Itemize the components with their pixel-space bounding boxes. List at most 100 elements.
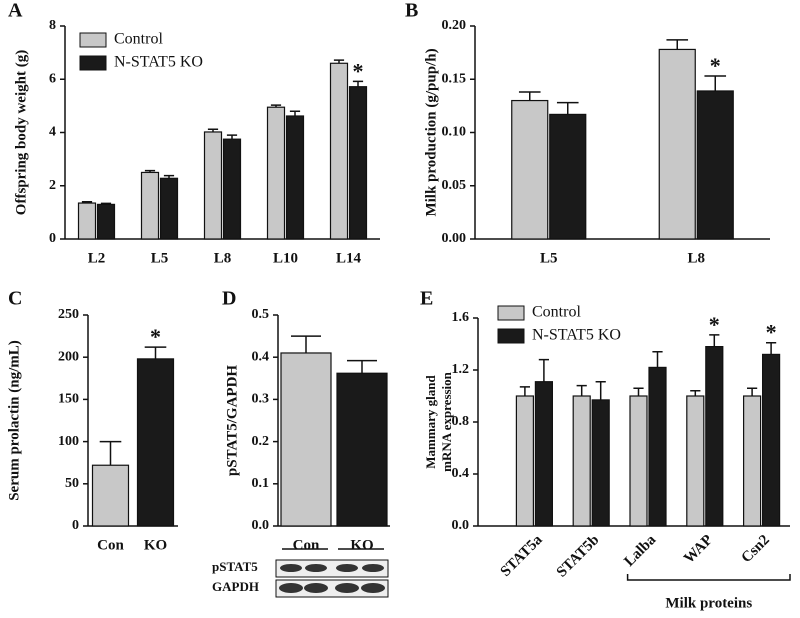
bar: [329, 62, 349, 240]
x-tick-label: L2: [88, 250, 106, 266]
y-tick-label: 0: [49, 231, 56, 246]
bar: [648, 366, 667, 527]
blot-label: GAPDH: [212, 579, 259, 594]
error-bar: [347, 359, 377, 374]
error-bar: [226, 134, 238, 140]
group-label: Milk proteins: [665, 595, 752, 611]
bar: [686, 395, 705, 527]
y-tick-label: 6: [49, 71, 56, 86]
bar: [140, 171, 160, 240]
x-tick-label: KO: [144, 537, 167, 553]
bar: [572, 395, 591, 527]
bar: [348, 86, 368, 240]
bar: [696, 90, 734, 240]
legend-swatch: [497, 305, 525, 321]
bar: [285, 115, 305, 240]
bar: [222, 138, 242, 240]
y-tick-label: 0.4: [252, 349, 270, 364]
x-tick-label: L10: [273, 250, 298, 266]
x-tick-label: L8: [687, 250, 705, 266]
y-tick-label: 2: [49, 178, 56, 193]
panel-label: D: [222, 288, 236, 310]
legend-label: N-STAT5 KO: [532, 327, 621, 344]
error-bar: [709, 334, 720, 347]
y-tick-label: 0.2: [252, 434, 270, 449]
y-tick-label: 0: [72, 518, 79, 533]
y-tick-label: 4: [49, 125, 56, 140]
error-bar: [270, 104, 282, 108]
bar: [742, 395, 762, 527]
significance-label: *: [150, 324, 161, 349]
error-bar: [144, 169, 156, 173]
error-bar: [766, 341, 777, 355]
bar: [591, 399, 610, 527]
y-axis-label: Offspring body weight (g): [13, 50, 29, 215]
error-bar: [690, 390, 701, 396]
y-tick-label: 0.3: [252, 392, 270, 407]
error-bar: [99, 440, 122, 466]
y-tick-label: 250: [58, 307, 79, 322]
y-tick-label: 100: [58, 434, 79, 449]
error-bar: [666, 39, 689, 50]
panel-label: E: [420, 288, 433, 310]
bar: [203, 131, 223, 240]
bar: [136, 358, 175, 527]
y-tick-label: 1.6: [452, 310, 470, 325]
bar: [549, 113, 587, 240]
blot-label: pSTAT5: [212, 559, 258, 574]
y-tick-label: 8: [49, 18, 56, 33]
error-bar: [576, 384, 587, 396]
y-axis-label: Mammary gland: [423, 374, 438, 468]
y-axis-label: Milk production (g/pup/h): [423, 48, 439, 216]
panel-label: A: [8, 0, 23, 22]
panel-label: C: [8, 288, 22, 310]
error-bar: [289, 110, 301, 116]
y-tick-label: 0.4: [452, 466, 470, 481]
error-bar: [163, 174, 175, 179]
legend-swatch: [497, 328, 525, 344]
error-bar: [291, 335, 321, 353]
y-tick-label: 150: [58, 392, 79, 407]
significance-label: *: [766, 320, 777, 345]
y-axis-label: Serum prolactin (ng/mL): [6, 340, 22, 501]
bar: [96, 203, 116, 240]
group-bracket: [626, 574, 791, 581]
error-bar: [747, 387, 758, 396]
bar: [705, 346, 724, 527]
significance-label: *: [710, 53, 721, 78]
bar: [280, 352, 332, 527]
x-tick-label: L5: [151, 250, 169, 266]
blot: [275, 548, 389, 598]
x-tick-label: KO: [350, 537, 373, 553]
x-tick-label: Con: [293, 537, 320, 553]
x-tick-label: Csn2: [739, 532, 773, 566]
error-bar: [333, 59, 345, 64]
bar: [658, 48, 696, 240]
significance-label: *: [353, 58, 364, 83]
panel-label: B: [405, 0, 418, 22]
bar: [336, 372, 388, 527]
error-bar: [352, 80, 364, 87]
y-tick-label: 50: [65, 476, 79, 491]
x-tick-label: Lalba: [621, 532, 659, 570]
bar: [761, 353, 781, 527]
y-tick-label: 0.15: [442, 71, 467, 86]
error-bar: [704, 75, 727, 91]
legend-swatch: [79, 32, 107, 48]
bar: [91, 464, 130, 527]
y-tick-label: 0.10: [442, 125, 467, 140]
legend-swatch: [79, 55, 107, 71]
y-tick-label: 0.00: [442, 231, 467, 246]
bar: [77, 202, 97, 240]
x-tick-label: STAT5b: [554, 532, 603, 581]
error-bar: [556, 101, 579, 115]
bar: [629, 395, 648, 527]
x-tick-label: L8: [214, 250, 232, 266]
legend-label: Control: [532, 304, 581, 321]
significance-label: *: [709, 312, 720, 337]
error-bar: [207, 128, 219, 132]
error-bar: [518, 91, 541, 101]
bar: [534, 381, 554, 527]
error-bar: [144, 346, 167, 359]
